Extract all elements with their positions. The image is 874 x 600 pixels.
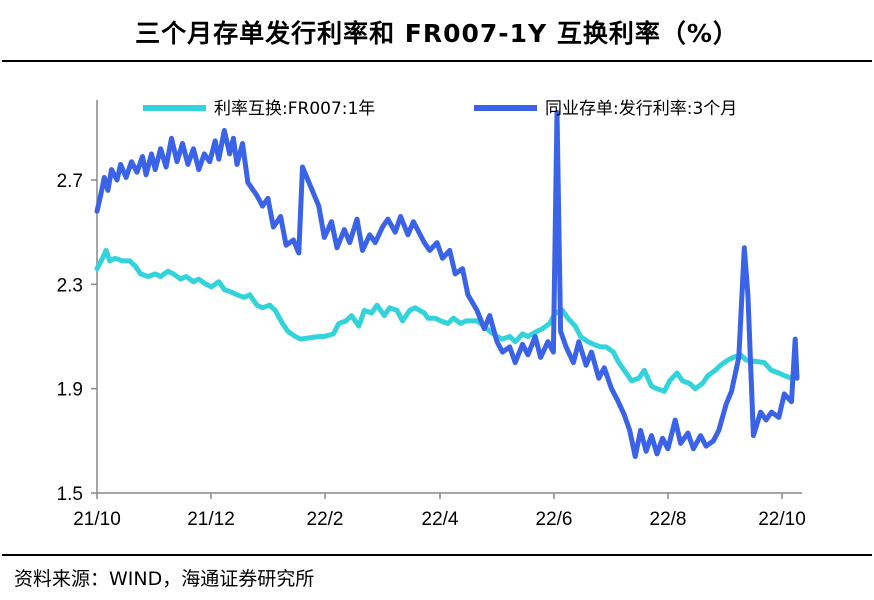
y-tick-label: 2.7 bbox=[57, 171, 83, 192]
x-tick-label: 22/6 bbox=[536, 509, 573, 530]
axes bbox=[96, 100, 802, 494]
y-tick-label: 2.3 bbox=[57, 275, 83, 296]
series-lines bbox=[94, 109, 800, 459]
legend-label-swap: 利率互换:FR007:1年 bbox=[214, 99, 375, 119]
y-tick-label: 1.9 bbox=[57, 380, 83, 401]
title-divider bbox=[2, 60, 872, 62]
footer-divider bbox=[2, 554, 872, 556]
x-tick-label: 22/8 bbox=[650, 509, 687, 530]
x-tick-label: 22/10 bbox=[758, 509, 806, 530]
x-tick-label: 21/10 bbox=[73, 509, 121, 530]
series-line-swap-fr007-1y bbox=[94, 247, 800, 394]
x-ticks: 21/10 21/12 22/2 22/4 22/6 22/8 22/10 bbox=[73, 493, 806, 530]
chart-title: 三个月存单发行利率和 FR007-1Y 互换利率（%） bbox=[135, 19, 739, 48]
series-line-cd-3m bbox=[94, 109, 800, 459]
source-note: 资料来源：WIND，海通证券研究所 bbox=[14, 568, 315, 590]
x-tick-label: 22/4 bbox=[422, 509, 459, 530]
x-tick-label: 21/12 bbox=[187, 509, 235, 530]
y-ticks: 1.5 1.9 2.3 2.7 bbox=[57, 171, 97, 505]
legend-label-cd: 同业存单:发行利率:3个月 bbox=[545, 99, 737, 119]
legend: 利率互换:FR007:1年 同业存单:发行利率:3个月 bbox=[143, 99, 737, 119]
x-tick-label: 22/2 bbox=[307, 509, 344, 530]
y-tick-label: 1.5 bbox=[57, 484, 83, 505]
